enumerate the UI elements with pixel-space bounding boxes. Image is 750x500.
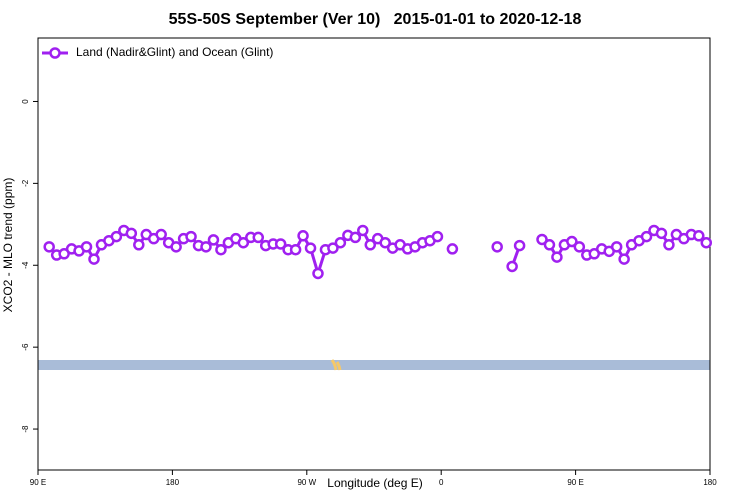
data-point <box>655 227 668 240</box>
legend-label: Land (Nadir&Glint) and Ocean (Glint) <box>76 45 273 59</box>
y-tick-label: -2 <box>21 179 30 187</box>
data-point <box>274 238 287 250</box>
y-tick-label: -8 <box>21 425 30 433</box>
map-band <box>38 360 710 370</box>
data-point <box>543 239 556 251</box>
data-point <box>379 236 391 249</box>
data-point <box>700 236 713 249</box>
y-tick-label: 0 <box>21 99 30 104</box>
data-point <box>80 241 93 253</box>
x-axis-label: Longitude (deg E) <box>327 476 422 490</box>
data-point <box>207 234 220 246</box>
map-land <box>330 359 342 371</box>
data-point <box>566 235 578 248</box>
data-point <box>297 230 309 242</box>
x-tick-label: 90 E <box>30 478 46 487</box>
plot-frame <box>37 37 711 471</box>
data-point <box>133 239 145 251</box>
data-point <box>640 230 653 243</box>
data-point <box>491 241 503 253</box>
data-point <box>446 243 459 255</box>
data-point <box>155 228 167 241</box>
data-point <box>110 230 123 243</box>
data-point <box>693 230 705 242</box>
data-point <box>289 243 302 256</box>
x-tick-label: 90 E <box>567 478 583 487</box>
x-tick-label: 0 <box>439 478 444 487</box>
data-point <box>200 241 212 253</box>
data-point <box>513 239 526 252</box>
data-point <box>357 224 369 237</box>
data-point <box>610 241 623 253</box>
data-point <box>185 230 197 243</box>
data-point <box>170 241 182 253</box>
x-tick-label: 180 <box>166 478 180 487</box>
data-point <box>364 239 377 251</box>
y-axis-label: XCO2 - MLO trend (ppm) <box>1 178 15 313</box>
chart-title: 55S-50S September (Ver 10) 2015-01-01 to… <box>169 11 582 28</box>
x-tick-label: 90 W <box>297 478 316 487</box>
data-point <box>618 253 630 265</box>
data-point <box>125 227 138 240</box>
data-point <box>88 253 100 265</box>
data-point <box>215 243 227 256</box>
data-point <box>334 236 347 249</box>
y-tick-label: -6 <box>21 343 30 351</box>
x-tick-label: 180 <box>703 478 717 487</box>
data-point <box>327 242 339 254</box>
legend-marker <box>49 47 61 59</box>
data-point <box>43 241 55 253</box>
y-tick-label: -4 <box>21 261 30 269</box>
data-point <box>304 242 317 254</box>
data-point <box>573 241 586 253</box>
data-point <box>237 236 250 249</box>
data-point <box>506 260 518 273</box>
data-point <box>431 230 444 243</box>
data-point <box>252 231 265 244</box>
data-point <box>536 233 548 246</box>
data-point <box>349 231 362 244</box>
data-point <box>312 267 324 280</box>
data-point <box>551 251 563 263</box>
data-point <box>663 239 675 251</box>
